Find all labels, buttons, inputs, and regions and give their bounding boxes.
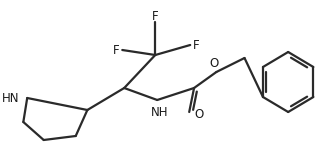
- Text: F: F: [193, 39, 199, 52]
- Text: F: F: [113, 44, 120, 56]
- Text: HN: HN: [2, 92, 20, 104]
- Text: O: O: [210, 56, 219, 69]
- Text: O: O: [194, 108, 203, 120]
- Text: F: F: [152, 9, 158, 23]
- Text: NH: NH: [151, 105, 169, 119]
